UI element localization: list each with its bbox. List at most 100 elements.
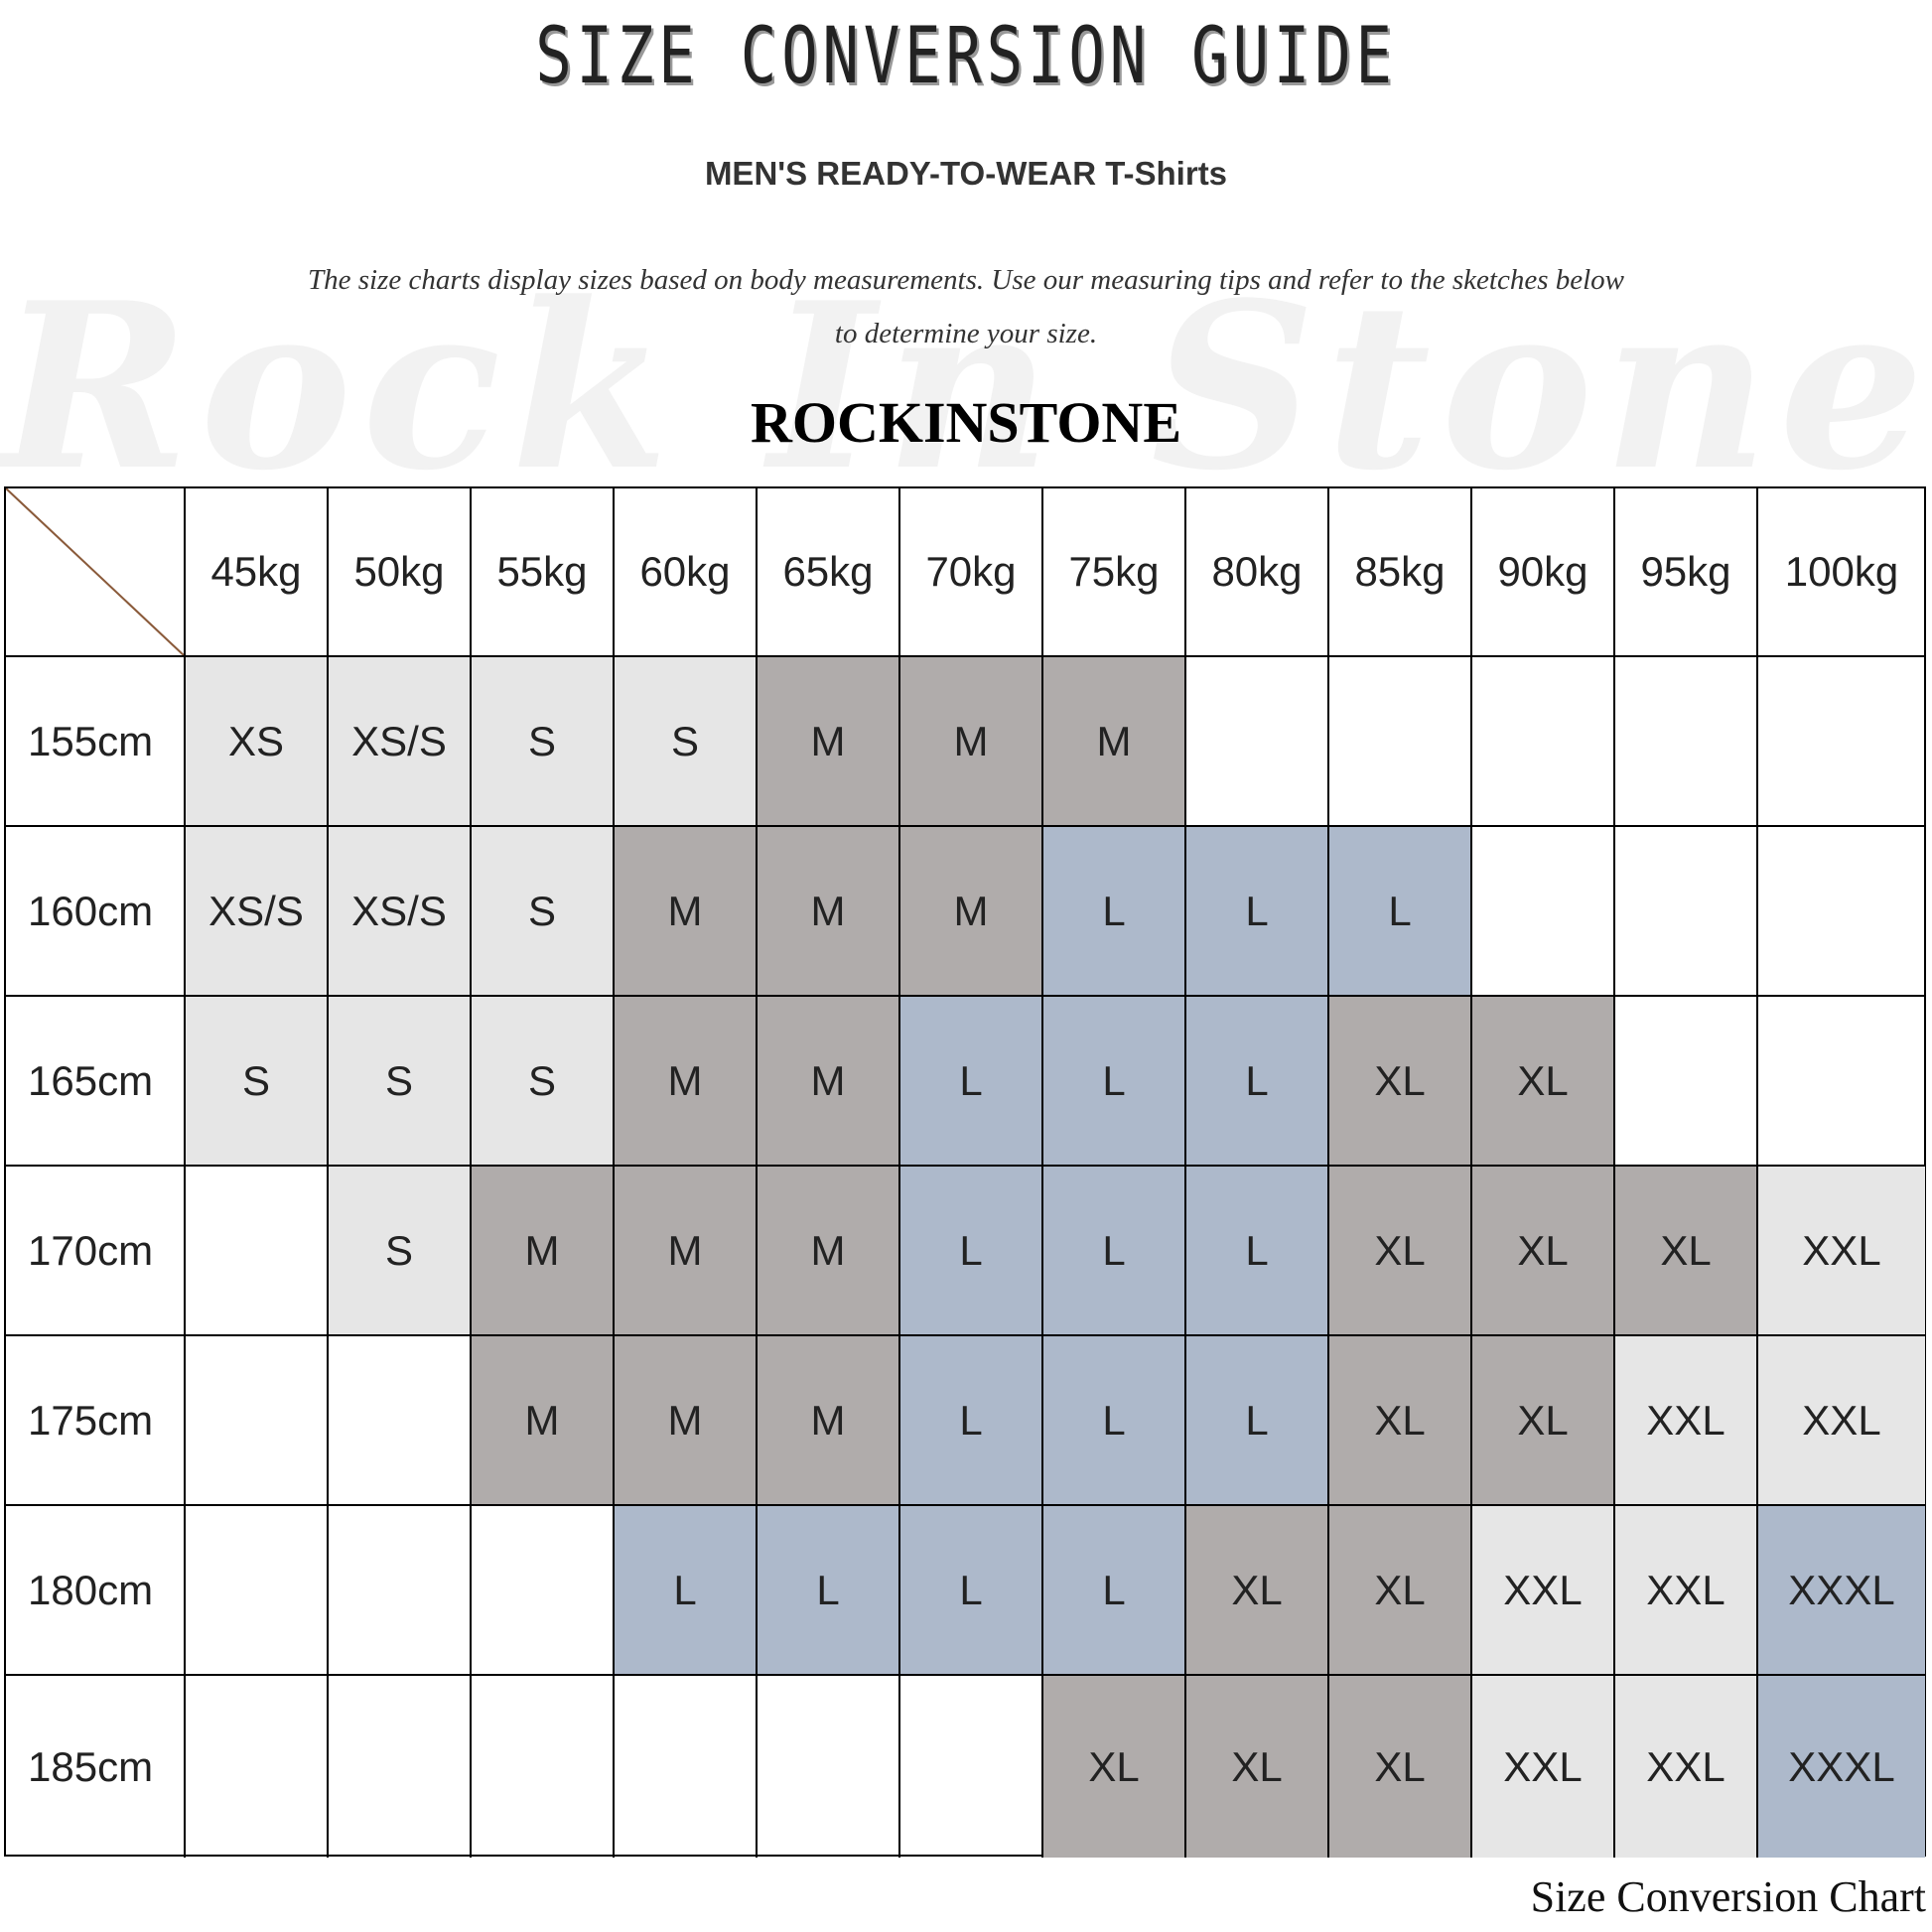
size-cell: XL	[1329, 1506, 1472, 1676]
size-cell: XS	[186, 657, 329, 827]
column-header: 85kg	[1329, 488, 1472, 657]
size-cell: XL	[1186, 1506, 1329, 1676]
size-cell	[329, 1336, 472, 1506]
size-cell	[329, 1676, 472, 1858]
size-cell: L	[1043, 1167, 1186, 1336]
column-header: 90kg	[1472, 488, 1615, 657]
size-cell: L	[900, 1167, 1043, 1336]
size-cell: XL	[1043, 1676, 1186, 1858]
column-header: 65kg	[758, 488, 900, 657]
row-header: 170cm	[6, 1167, 186, 1336]
watermark-logo: Rock In Stone	[0, 253, 1932, 521]
row-header: 155cm	[6, 657, 186, 827]
size-cell: M	[900, 657, 1043, 827]
row-header: 165cm	[6, 997, 186, 1167]
size-cell: M	[758, 1167, 900, 1336]
size-cell: M	[472, 1167, 615, 1336]
size-cell	[1758, 997, 1925, 1167]
size-cell: L	[1043, 1506, 1186, 1676]
row-header: 175cm	[6, 1336, 186, 1506]
size-cell: XXL	[1758, 1167, 1925, 1336]
size-cell: L	[900, 997, 1043, 1167]
size-cell: S	[472, 997, 615, 1167]
size-cell: XL	[1186, 1676, 1329, 1858]
size-cell	[186, 1336, 329, 1506]
size-cell: S	[472, 657, 615, 827]
column-header: 50kg	[329, 488, 472, 657]
size-cell: S	[329, 997, 472, 1167]
size-cell: L	[900, 1336, 1043, 1506]
size-cell	[900, 1676, 1043, 1858]
column-header: 60kg	[615, 488, 758, 657]
size-cell: S	[472, 827, 615, 997]
size-cell: XXL	[1472, 1506, 1615, 1676]
size-cell	[1472, 827, 1615, 997]
column-header: 55kg	[472, 488, 615, 657]
size-cell: M	[615, 827, 758, 997]
size-cell: XL	[1472, 1167, 1615, 1336]
size-cell: M	[615, 997, 758, 1167]
size-cell: XXL	[1615, 1506, 1758, 1676]
size-cell: M	[758, 1336, 900, 1506]
size-cell: XXL	[1758, 1336, 1925, 1506]
size-cell: XS/S	[329, 827, 472, 997]
size-cell: XL	[1615, 1167, 1758, 1336]
column-header: 95kg	[1615, 488, 1758, 657]
size-cell: L	[1329, 827, 1472, 997]
size-cell: M	[758, 827, 900, 997]
size-cell: M	[758, 657, 900, 827]
table-corner	[6, 488, 186, 657]
size-cell: XL	[1472, 1336, 1615, 1506]
size-cell: XXXL	[1758, 1676, 1925, 1858]
description: The size charts display sizes based on b…	[307, 264, 1625, 349]
size-cell: L	[1186, 1167, 1329, 1336]
size-cell: XXXL	[1758, 1506, 1925, 1676]
size-cell	[1758, 827, 1925, 997]
size-cell: L	[1186, 827, 1329, 997]
size-cell	[1615, 657, 1758, 827]
size-cell	[758, 1676, 900, 1858]
size-cell: XL	[1329, 1676, 1472, 1858]
subtitle: MEN'S READY-TO-WEAR T-Shirts	[704, 155, 1228, 192]
size-cell	[1615, 997, 1758, 1167]
size-cell: XL	[1329, 1336, 1472, 1506]
size-cell	[1186, 657, 1329, 827]
size-cell	[1758, 657, 1925, 827]
size-cell: XL	[1329, 997, 1472, 1167]
column-header: 80kg	[1186, 488, 1329, 657]
size-cell: S	[615, 657, 758, 827]
size-cell: L	[758, 1506, 900, 1676]
size-cell: L	[900, 1506, 1043, 1676]
size-cell: L	[1186, 1336, 1329, 1506]
size-cell	[472, 1506, 615, 1676]
column-header: 45kg	[186, 488, 329, 657]
size-cell	[186, 1676, 329, 1858]
size-cell: XXL	[1615, 1336, 1758, 1506]
size-cell	[329, 1506, 472, 1676]
size-cell: S	[329, 1167, 472, 1336]
column-header: 100kg	[1758, 488, 1925, 657]
size-cell: M	[615, 1167, 758, 1336]
size-cell: L	[1186, 997, 1329, 1167]
size-cell: XS/S	[186, 827, 329, 997]
size-cell: M	[758, 997, 900, 1167]
size-cell: XS/S	[329, 657, 472, 827]
size-cell	[1615, 827, 1758, 997]
size-cell: XXL	[1615, 1676, 1758, 1858]
size-cell	[1329, 657, 1472, 827]
size-cell: M	[900, 827, 1043, 997]
diagonal-line-icon	[6, 488, 184, 655]
size-cell	[186, 1167, 329, 1336]
size-cell	[615, 1676, 758, 1858]
footer-caption: Size Conversion Chart	[1530, 1872, 1926, 1921]
size-cell: S	[186, 997, 329, 1167]
row-header: 185cm	[6, 1676, 186, 1858]
row-header: 180cm	[6, 1506, 186, 1676]
size-cell: XL	[1472, 997, 1615, 1167]
size-cell: XXL	[1472, 1676, 1615, 1858]
brand-name: ROCKINSTONE	[750, 390, 1182, 455]
column-header: 70kg	[900, 488, 1043, 657]
size-cell: XL	[1329, 1167, 1472, 1336]
page-title: SIZE CONVERSION GUIDE	[535, 12, 1397, 101]
size-table: 45kg 50kg 55kg 60kg 65kg 70kg 75kg 80kg 85kg 90kg…	[4, 486, 1926, 1858]
